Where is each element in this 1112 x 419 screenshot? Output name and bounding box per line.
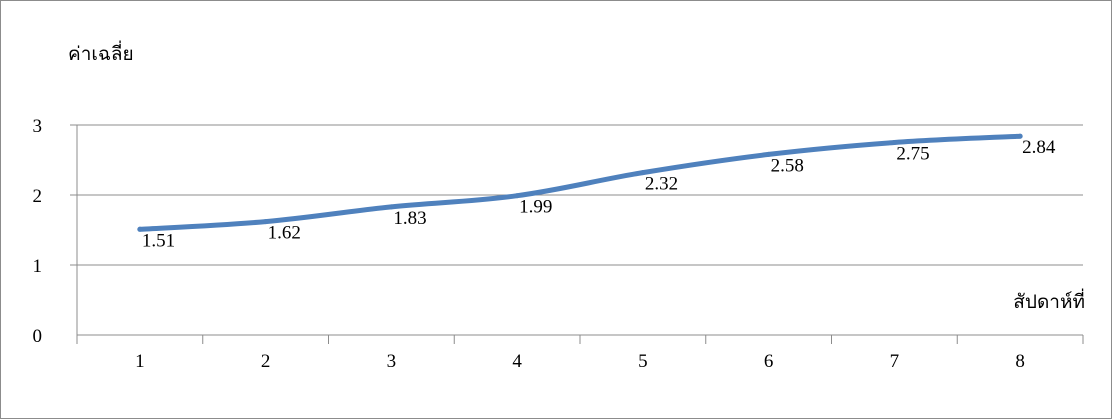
- data-point: [263, 219, 269, 225]
- y-tick-labels: 0 1 2 3: [33, 116, 43, 347]
- x-tick-label: 3: [387, 351, 397, 372]
- data-label: 2.84: [1022, 137, 1056, 158]
- data-label: 1.99: [519, 197, 552, 218]
- data-point: [766, 151, 772, 157]
- data-label: 1.83: [393, 208, 426, 229]
- data-labels: 1.51 1.62 1.83 1.99 2.32 2.58 2.75 2.84: [142, 137, 1056, 251]
- series-line: [137, 133, 1023, 232]
- y-tick-label: 2: [33, 186, 43, 207]
- data-point: [514, 193, 520, 199]
- data-point: [137, 226, 143, 232]
- data-point: [1017, 133, 1023, 139]
- x-tick-label: 2: [261, 351, 271, 372]
- series-group: [137, 133, 1023, 232]
- axes: [76, 125, 1084, 344]
- data-point: [891, 140, 897, 145]
- data-label: 2.75: [896, 144, 929, 165]
- data-point: [640, 170, 646, 176]
- y-tick-label: 0: [33, 326, 43, 347]
- y-axis-label: ค่าเฉลี่ย: [68, 40, 134, 65]
- data-label: 1.51: [142, 230, 175, 251]
- x-tick-label: 7: [890, 351, 900, 372]
- x-axis-label: สัปดาห์ที่: [1013, 288, 1085, 313]
- data-label: 2.32: [645, 174, 678, 195]
- x-tick-label: 8: [1015, 351, 1025, 372]
- data-label: 2.58: [771, 155, 804, 176]
- y-tick-label: 1: [33, 256, 43, 277]
- x-tick-label: 1: [135, 351, 145, 372]
- x-tick-labels: 1 2 3 4 5 6 7 8: [135, 351, 1025, 372]
- gridlines: [70, 124, 1083, 266]
- x-tick-label: 4: [512, 351, 522, 372]
- x-tick-label: 6: [764, 351, 774, 372]
- y-tick-label: 3: [33, 116, 43, 137]
- data-point: [388, 204, 394, 210]
- data-label: 1.62: [268, 223, 301, 244]
- x-tick-label: 5: [638, 351, 648, 372]
